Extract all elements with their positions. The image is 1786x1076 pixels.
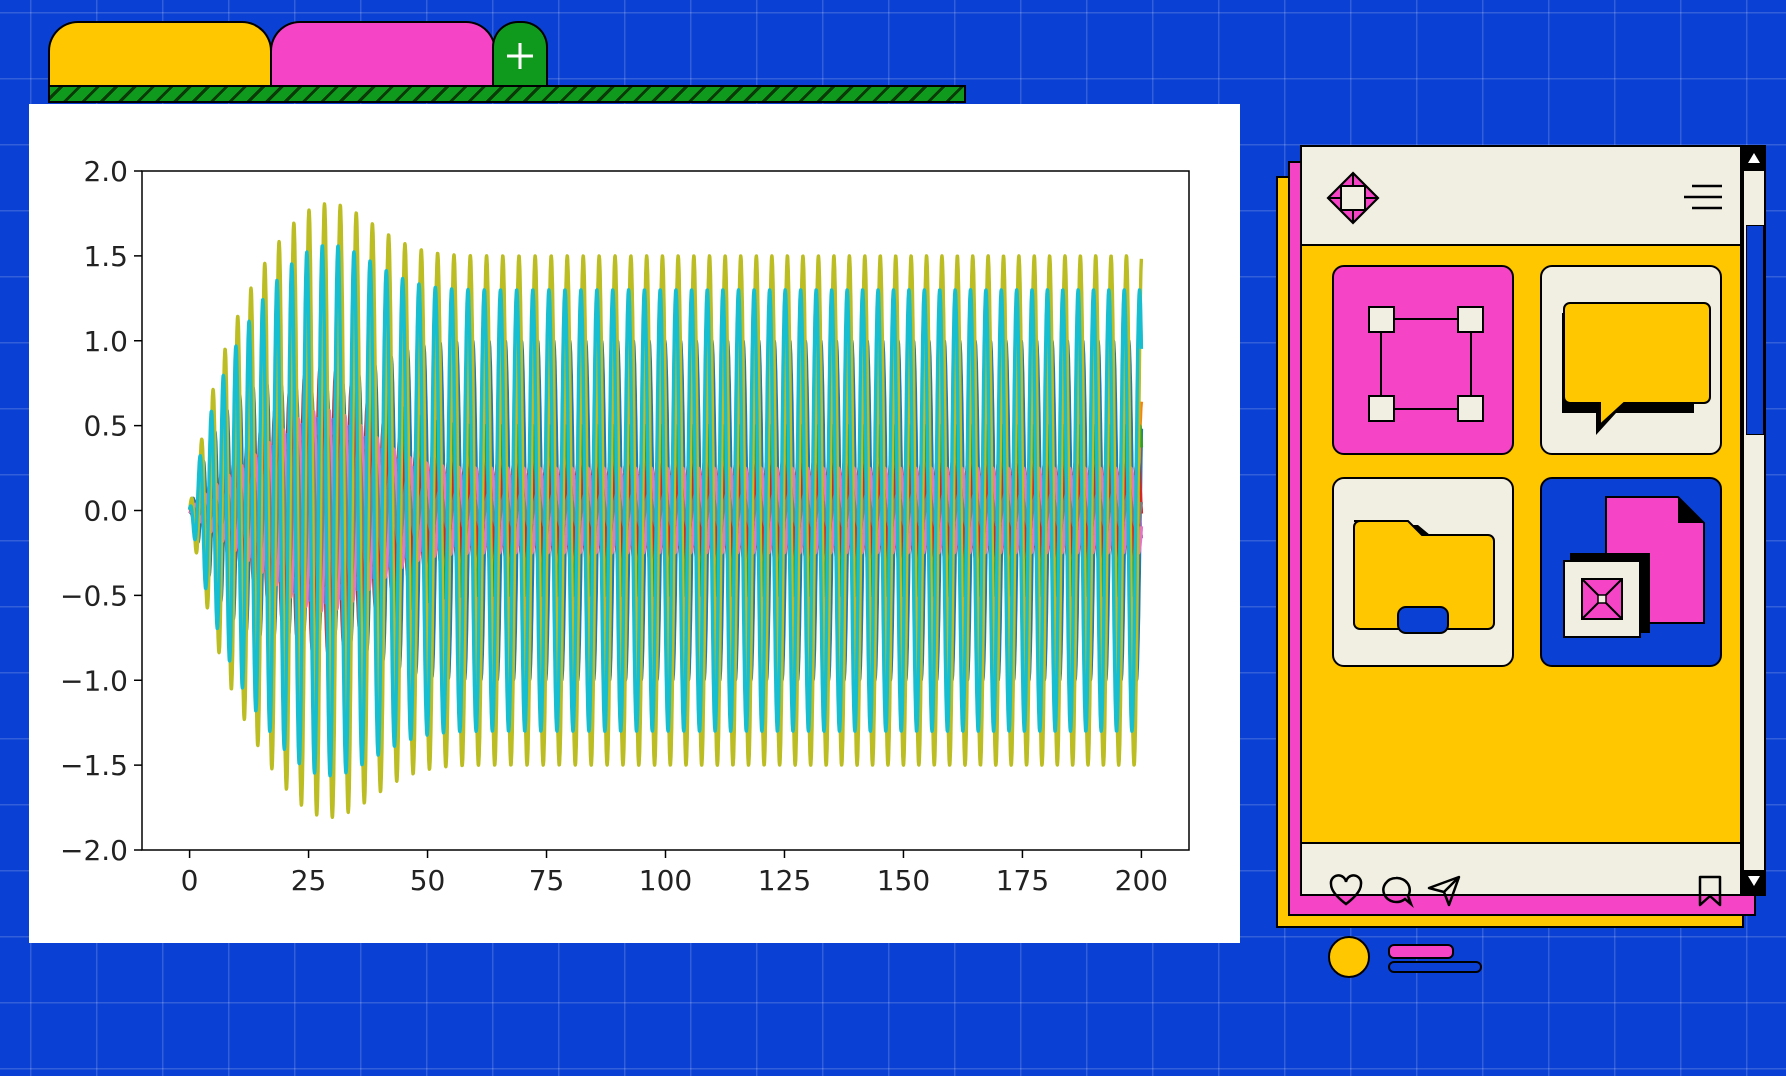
tile-grid (1302, 246, 1740, 844)
series-layer (187, 202, 1144, 819)
tile-chat[interactable] (1540, 265, 1722, 455)
plus-icon (507, 43, 533, 69)
y-tick-label: 1.5 (83, 240, 128, 273)
x-tick-label: 0 (181, 864, 199, 897)
x-tick-label: 150 (877, 864, 930, 897)
y-tick-label: −1.5 (60, 749, 128, 782)
tile-files[interactable] (1540, 477, 1722, 667)
y-tick-label: 0.0 (83, 495, 128, 528)
tile-folder[interactable] (1332, 477, 1514, 667)
tab-pink[interactable] (270, 21, 496, 89)
scroll-up-button[interactable] (1744, 147, 1764, 171)
tab-yellow[interactable] (48, 21, 272, 89)
x-tick-label: 100 (639, 864, 692, 897)
heart-icon[interactable] (1328, 874, 1364, 908)
series-line-9 (187, 202, 1144, 819)
scroll-down-button[interactable] (1744, 870, 1764, 894)
x-tick-label: 75 (529, 864, 565, 897)
line-chart: 0 25 50 75 100 125 150 175 200 2.0 1.5 1.0 0.5 0.0 −0.… (60, 155, 1190, 897)
diamond-logo-icon[interactable] (1326, 171, 1380, 225)
x-tick-label: 25 (291, 864, 327, 897)
username-placeholder (1388, 944, 1454, 959)
y-tick-label: −0.5 (60, 579, 128, 612)
hamburger-menu-icon[interactable] (1682, 183, 1724, 213)
tile-selection[interactable] (1332, 265, 1514, 455)
phone-mockup (1300, 145, 1742, 978)
bookmark-icon[interactable] (1696, 874, 1724, 908)
caption-placeholder (1388, 961, 1482, 973)
send-icon[interactable] (1426, 874, 1462, 908)
y-tick-label: −1.0 (60, 664, 128, 697)
y-tick-label: 2.0 (83, 155, 128, 188)
y-tick-label: 1.0 (83, 325, 128, 358)
x-tick-label: 50 (410, 864, 446, 897)
arrow-down-icon (1748, 876, 1760, 886)
comment-icon[interactable] (1378, 874, 1414, 908)
selection-box-icon (1368, 306, 1484, 422)
files-icon (1563, 496, 1705, 638)
avatar[interactable] (1328, 936, 1370, 978)
tab-bar-strip (48, 85, 966, 103)
tick-layer: 0 25 50 75 100 125 150 175 200 2.0 1.5 1.0 0.5 0.0 −0.… (60, 155, 1168, 897)
chat-bubble-icon (1562, 302, 1711, 435)
scrollbar[interactable] (1742, 145, 1766, 896)
scrollbar-thumb[interactable] (1746, 225, 1764, 435)
y-tick-label: 0.5 (83, 410, 128, 443)
chart-panel: 0 25 50 75 100 125 150 175 200 2.0 1.5 1.0 0.5 0.0 −0.… (29, 104, 1240, 943)
post-footer (1302, 844, 1740, 1022)
arrow-up-icon (1748, 153, 1760, 163)
x-tick-label: 200 (1115, 864, 1168, 897)
series-line-10 (187, 244, 1144, 778)
phone-header (1302, 147, 1740, 246)
x-tick-label: 175 (996, 864, 1049, 897)
add-tab-button[interactable] (492, 21, 548, 89)
x-tick-label: 125 (758, 864, 811, 897)
folder-icon (1353, 520, 1495, 634)
y-tick-label: −2.0 (60, 834, 128, 867)
